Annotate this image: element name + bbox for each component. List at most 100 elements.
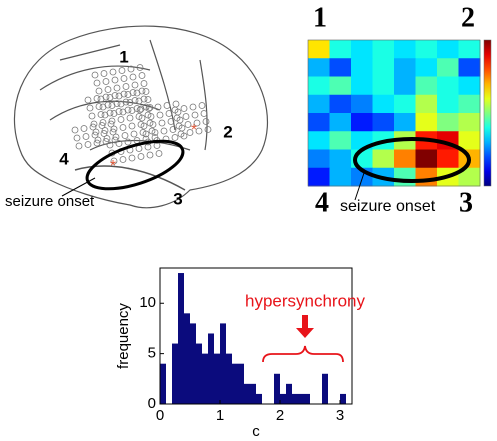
electrode: [104, 86, 112, 93]
electrode: [73, 134, 81, 142]
electrode: [115, 108, 123, 115]
electrode: [129, 73, 137, 81]
electrode: [127, 65, 135, 73]
pointer-line: [354, 169, 366, 201]
electrode: [184, 121, 192, 128]
hist-bar: [208, 333, 214, 404]
electrode: [140, 95, 148, 103]
electrode: [128, 154, 136, 162]
electrode: [158, 119, 166, 127]
x-tick-label: 1: [216, 407, 224, 424]
electrode: [144, 143, 152, 151]
x-tick-label: 0: [156, 407, 164, 424]
hist-bar: [160, 363, 166, 404]
hist-bar: [190, 323, 196, 404]
heat-cell: [329, 149, 352, 169]
hist-bar: [184, 313, 190, 404]
x-tick-label: 3: [336, 407, 344, 424]
electrode: [86, 104, 94, 112]
electrode: [138, 72, 146, 79]
heat-cell: [394, 94, 416, 114]
electrode: [140, 80, 148, 87]
electrode: [91, 71, 99, 79]
electrode: [91, 131, 99, 139]
heat-cell: [458, 131, 481, 150]
electrode: [109, 68, 117, 76]
electrode: [117, 116, 125, 123]
electrode: [122, 98, 130, 106]
heat-cell: [351, 58, 373, 77]
heat-cell: [372, 113, 395, 132]
electrode: [138, 87, 146, 95]
heat-cell: [458, 113, 481, 132]
electrode: [124, 106, 132, 114]
heat-cell: [308, 131, 330, 150]
hist-bar: [340, 393, 346, 404]
heat-cell: [437, 40, 459, 59]
hist-bar: [202, 353, 208, 404]
electrode: [128, 122, 136, 130]
heat-cell: [437, 94, 459, 114]
electrode: [144, 96, 152, 103]
electrode: [149, 121, 157, 128]
electrode: [94, 136, 102, 144]
electrode: [95, 103, 103, 110]
electrode: [103, 135, 111, 142]
heatmap: [307, 39, 492, 187]
heat-cell: [394, 167, 416, 187]
electrode: [102, 93, 110, 101]
heat-cell: [329, 113, 352, 132]
electrode: [120, 90, 128, 98]
electrode: [89, 123, 97, 131]
electrode: [111, 76, 119, 84]
electrode: [140, 122, 148, 130]
electrode: [110, 157, 118, 165]
electrode: [99, 119, 107, 126]
heat-cell: [415, 40, 438, 59]
y-tick-label: 5: [148, 345, 156, 362]
electrode: [135, 145, 143, 152]
electrode: [171, 134, 179, 141]
heat-cell: [415, 76, 438, 96]
electrode: [124, 138, 132, 146]
heat-cell: [458, 76, 481, 96]
electrode: [171, 106, 179, 114]
heat-cell: [372, 76, 395, 96]
heat-cell: [458, 58, 481, 77]
electrode: [177, 130, 185, 138]
matrix-corner-label: 3: [459, 187, 473, 218]
heat-cell: [372, 58, 395, 77]
electrode: [112, 133, 120, 141]
heat-cell: [329, 94, 352, 114]
brain-label: 4: [59, 149, 69, 168]
electrode: [115, 140, 123, 147]
heat-cell: [308, 94, 330, 114]
electrode: [202, 118, 210, 125]
electrode: [111, 92, 119, 99]
electrode: [163, 102, 171, 109]
electrode: [102, 78, 110, 85]
electrode: [175, 122, 183, 130]
electrode: [101, 127, 109, 134]
electrode: [131, 81, 139, 89]
electrode: [138, 114, 146, 122]
electrode: [155, 150, 163, 157]
axes-frame: [159, 267, 353, 405]
heat-cell: [437, 76, 459, 96]
electrode: [136, 64, 144, 71]
electrode: [106, 109, 114, 117]
electrode: [200, 110, 208, 117]
electrode: [119, 156, 127, 163]
electrode: [154, 103, 162, 111]
heat-cell: [329, 40, 352, 59]
electrode: [84, 96, 92, 104]
heat-cell: [351, 94, 373, 114]
electrode: [82, 133, 90, 140]
electrode: [204, 126, 212, 133]
electrode: [146, 151, 154, 159]
hist-bar: [280, 393, 286, 404]
star-marker: *: [191, 122, 197, 139]
electrode: [131, 97, 139, 104]
hist-annotation: hypersynchrony: [245, 291, 366, 310]
